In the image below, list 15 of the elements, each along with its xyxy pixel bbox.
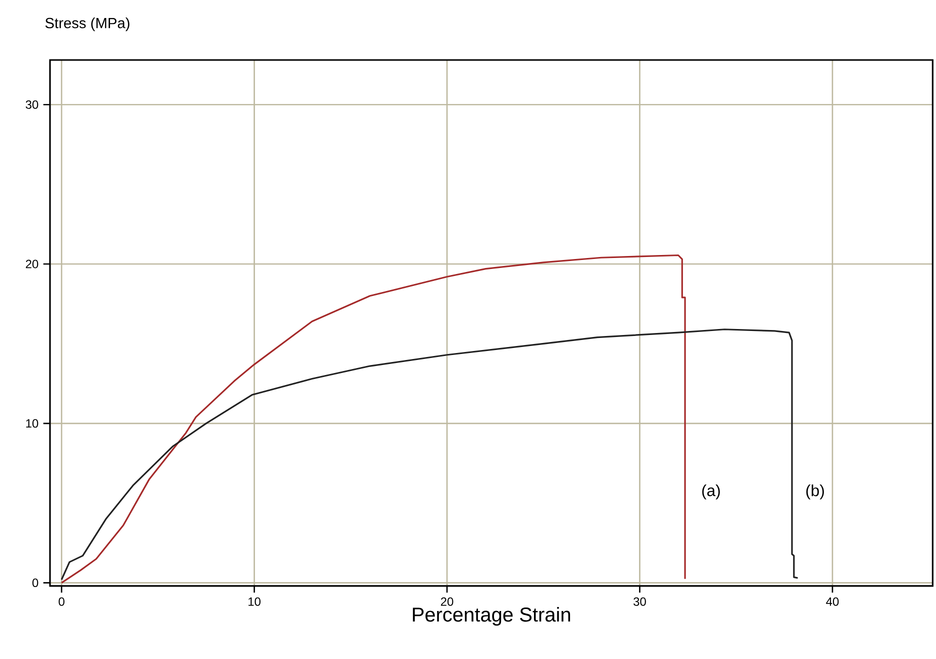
line-series (60, 328, 799, 580)
x-tick-label: 10 (248, 597, 260, 606)
x-tick-label: 20 (440, 597, 454, 606)
y-tick-label: 0 (32, 578, 38, 588)
y-axis-title: Stress (MPa) (45, 17, 130, 32)
annotation: (a) (702, 484, 720, 500)
x-tick-label: 40 (826, 597, 839, 606)
annotation: (b) (806, 484, 824, 500)
x-tick-label: 30 (634, 597, 646, 606)
y-tick-label: 30 (26, 100, 38, 109)
line-series (60, 254, 686, 584)
y-tick-label: 20 (26, 260, 38, 268)
x-tick-label: 0 (58, 597, 64, 606)
y-tick-label: 10 (26, 419, 38, 428)
x-axis-title: Percentage Strain (412, 607, 570, 626)
